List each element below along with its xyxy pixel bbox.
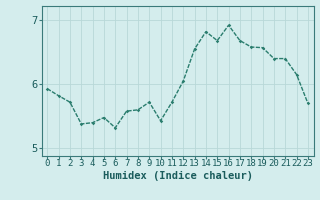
X-axis label: Humidex (Indice chaleur): Humidex (Indice chaleur) xyxy=(103,171,252,181)
